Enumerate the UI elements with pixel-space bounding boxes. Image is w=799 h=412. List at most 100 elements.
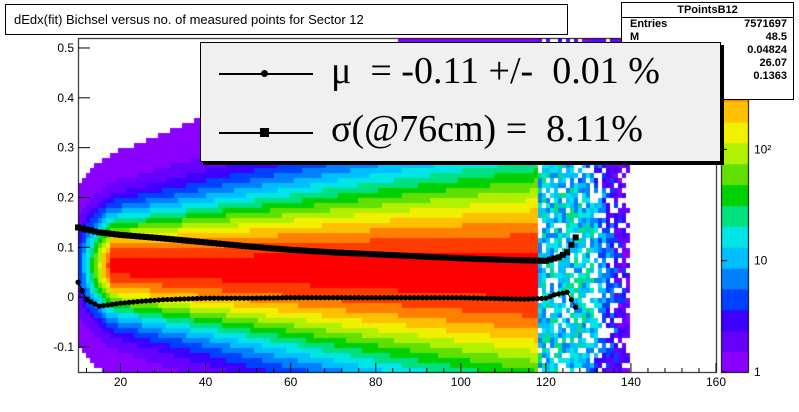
mu-point bbox=[190, 296, 196, 302]
x-tick-label: 60 bbox=[284, 375, 298, 389]
sigma-point bbox=[457, 255, 464, 262]
mu-point bbox=[228, 295, 234, 301]
sigma-point bbox=[245, 243, 252, 250]
sigma-point bbox=[513, 257, 520, 264]
mu-point bbox=[496, 296, 502, 302]
sigma-point bbox=[415, 253, 422, 260]
sigma-point bbox=[270, 245, 277, 252]
sigma-point bbox=[491, 256, 498, 263]
sigma-point bbox=[394, 252, 400, 259]
mu-point bbox=[126, 299, 132, 306]
mu-point bbox=[573, 304, 579, 310]
mu-point bbox=[347, 295, 353, 301]
sigma-point bbox=[364, 250, 371, 257]
sigma-point bbox=[164, 235, 171, 242]
mu-point bbox=[105, 302, 111, 308]
sigma-series-line bbox=[77, 226, 577, 262]
sigma-point bbox=[266, 245, 273, 252]
mu-point bbox=[122, 300, 128, 306]
sigma-point bbox=[419, 253, 426, 260]
sigma-point bbox=[351, 250, 358, 257]
sigma-point bbox=[134, 233, 141, 240]
sigma-point bbox=[496, 256, 503, 263]
mu-point bbox=[394, 295, 400, 301]
mu-point bbox=[168, 296, 175, 303]
sigma-point bbox=[483, 256, 490, 263]
sigma-point bbox=[436, 254, 443, 261]
mu-point bbox=[351, 295, 358, 301]
chart-title: dEdx(fit) Bichsel versus no. of measured… bbox=[14, 12, 364, 27]
sigma-point bbox=[185, 237, 192, 244]
mu-point bbox=[317, 295, 324, 301]
sigma-point bbox=[100, 229, 107, 236]
sigma-point bbox=[300, 247, 307, 254]
mu-point bbox=[220, 295, 226, 301]
sigma-point bbox=[121, 232, 128, 239]
sigma-point bbox=[317, 248, 324, 255]
sigma-point bbox=[504, 256, 511, 263]
mu-point bbox=[88, 299, 94, 305]
mu-point bbox=[475, 295, 481, 301]
stats-value: 0.04824 bbox=[747, 44, 787, 56]
stats-row: 0.04824 bbox=[622, 44, 793, 57]
sigma-point bbox=[572, 234, 579, 241]
sigma-point bbox=[291, 247, 298, 254]
mu-point bbox=[258, 295, 264, 301]
mu-point bbox=[147, 298, 153, 304]
sigma-point bbox=[147, 234, 154, 241]
mu-point bbox=[232, 295, 238, 301]
x-tick-label: 120 bbox=[536, 375, 556, 389]
mu-point bbox=[453, 295, 460, 301]
stats-row: M 48.5 bbox=[622, 31, 793, 44]
mu-point bbox=[185, 296, 192, 302]
mu-point bbox=[109, 301, 115, 308]
mu-point bbox=[487, 295, 494, 302]
sigma-point bbox=[113, 231, 120, 238]
mu-point bbox=[173, 296, 179, 302]
sigma-point bbox=[283, 246, 290, 253]
sigma-point bbox=[215, 240, 222, 247]
mu-point bbox=[343, 295, 349, 301]
stats-value: 7571697 bbox=[744, 18, 787, 30]
x-tick-label: 160 bbox=[706, 375, 726, 389]
y-tick-label: 0.1 bbox=[57, 240, 74, 254]
mu-point bbox=[356, 295, 362, 301]
sigma-point bbox=[249, 243, 256, 250]
sigma-point bbox=[564, 249, 571, 256]
mu-point bbox=[92, 301, 98, 307]
sigma-point bbox=[194, 238, 201, 245]
mu-point bbox=[436, 295, 443, 301]
sigma-point bbox=[308, 248, 315, 255]
mu-point bbox=[339, 295, 345, 301]
mu-point bbox=[211, 295, 217, 301]
mu-point bbox=[330, 295, 336, 301]
mu-point bbox=[309, 295, 315, 301]
mu-point bbox=[377, 295, 383, 301]
sigma-point bbox=[177, 236, 184, 243]
sigma-point bbox=[189, 238, 196, 245]
mu-point bbox=[224, 295, 230, 301]
sigma-point bbox=[223, 241, 230, 248]
y-tick-label: -0.1 bbox=[53, 340, 74, 354]
mu-point bbox=[139, 298, 145, 304]
mu-point bbox=[381, 295, 387, 301]
mu-point bbox=[432, 295, 438, 301]
mu-point bbox=[564, 289, 570, 295]
sigma-point bbox=[313, 248, 320, 255]
y-tick-label: 0 bbox=[67, 290, 74, 304]
sigma-point bbox=[381, 251, 388, 258]
mu-point bbox=[117, 300, 124, 306]
mu-point bbox=[96, 303, 102, 309]
sigma-point bbox=[151, 234, 158, 241]
mu-point bbox=[245, 295, 251, 301]
sigma-point bbox=[500, 256, 507, 263]
sigma-point bbox=[198, 238, 205, 245]
sigma-point bbox=[219, 240, 226, 247]
sigma-point bbox=[542, 257, 549, 264]
sigma-point bbox=[172, 236, 179, 243]
mu-point bbox=[543, 295, 549, 301]
mu-point bbox=[411, 295, 417, 301]
mu-point bbox=[513, 296, 519, 302]
mu-point bbox=[241, 295, 247, 301]
sigma-point bbox=[402, 252, 409, 259]
